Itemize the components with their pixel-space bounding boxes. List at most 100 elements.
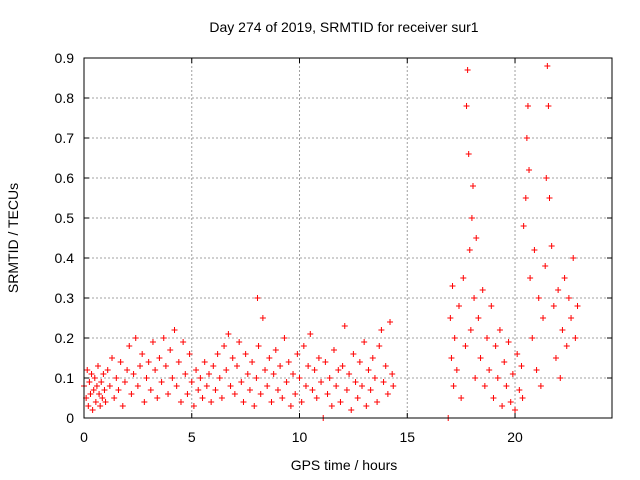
data-point [113,375,120,381]
data-point [479,287,486,293]
chart-title: Day 274 of 2019, SRMTID for receiver sur… [209,19,478,35]
data-point [451,335,458,341]
data-point [311,367,318,373]
data-point [101,387,108,393]
data-point [193,367,200,373]
plot-frame [83,57,613,419]
data-point [339,363,346,369]
data-point [184,391,191,397]
data-point [475,315,482,321]
data-point [543,175,550,181]
data-point [335,367,342,373]
data-point [162,363,169,369]
data-point [471,295,478,301]
data-point [126,343,133,349]
data-point [561,275,568,281]
data-point [537,383,544,389]
data-point [548,243,555,249]
data-point [488,303,495,309]
data-point [464,67,471,73]
data-point [134,383,141,389]
data-point [119,403,126,409]
data-point [139,351,146,357]
data-point [92,399,99,405]
data-point [529,335,536,341]
data-point [518,363,525,369]
data-point [477,355,484,361]
data-point [533,367,540,373]
data-point [542,263,549,269]
data-point [503,383,510,389]
data-point [484,335,491,341]
data-point [570,255,577,261]
data-point [361,339,368,345]
data-point [389,371,396,377]
data-point [505,339,512,345]
data-point [234,363,241,369]
data-point [522,195,529,201]
data-point [190,403,197,409]
data-point [384,391,391,397]
data-point [186,351,193,357]
data-point [251,403,258,409]
data-point [158,379,165,385]
data-point [305,363,312,369]
data-point [292,391,299,397]
data-point [149,339,156,345]
data-point [490,395,497,401]
data-point [318,379,325,385]
data-point [526,167,533,173]
data-point [89,407,96,413]
data-point [468,215,475,221]
data-point [371,375,378,381]
data-point [203,383,210,389]
data-point [315,355,322,361]
data-point [268,399,275,405]
data-point [531,247,538,253]
data-point [296,375,303,381]
data-point [337,399,344,405]
data-point [227,383,234,389]
y-tick-label: 0.3 [55,290,75,306]
data-point [214,351,221,357]
data-point [540,315,547,321]
y-tick-label: 0.5 [55,210,75,226]
data-point [249,359,256,365]
data-point [240,399,247,405]
data-point [520,223,527,229]
data-point [205,371,212,377]
data-point [156,355,163,361]
data-point [91,375,98,381]
data-point [563,343,570,349]
y-tick-label: 0 [66,410,74,426]
data-point [465,151,472,157]
data-point [160,335,167,341]
data-point [84,367,91,373]
data-point [165,391,172,397]
grid [84,58,612,418]
data-point [367,387,374,393]
data-point [152,367,159,373]
data-point [466,247,473,253]
data-point [376,343,383,349]
data-point [555,287,562,293]
y-tick-label: 0.7 [55,130,75,146]
data-point [348,407,355,413]
data-point [199,395,206,401]
data-point [492,343,499,349]
data-point [472,375,479,381]
x-tick-label: 10 [292,429,308,445]
data-point [302,383,309,389]
data-point [102,399,109,405]
data-point [225,331,232,337]
data-point [117,359,124,365]
data-point [197,375,204,381]
data-point [272,347,279,353]
data-point [494,375,501,381]
data-point [236,339,243,345]
data-point [524,103,531,109]
data-point [279,395,286,401]
data-point [481,383,488,389]
data-point [545,103,552,109]
